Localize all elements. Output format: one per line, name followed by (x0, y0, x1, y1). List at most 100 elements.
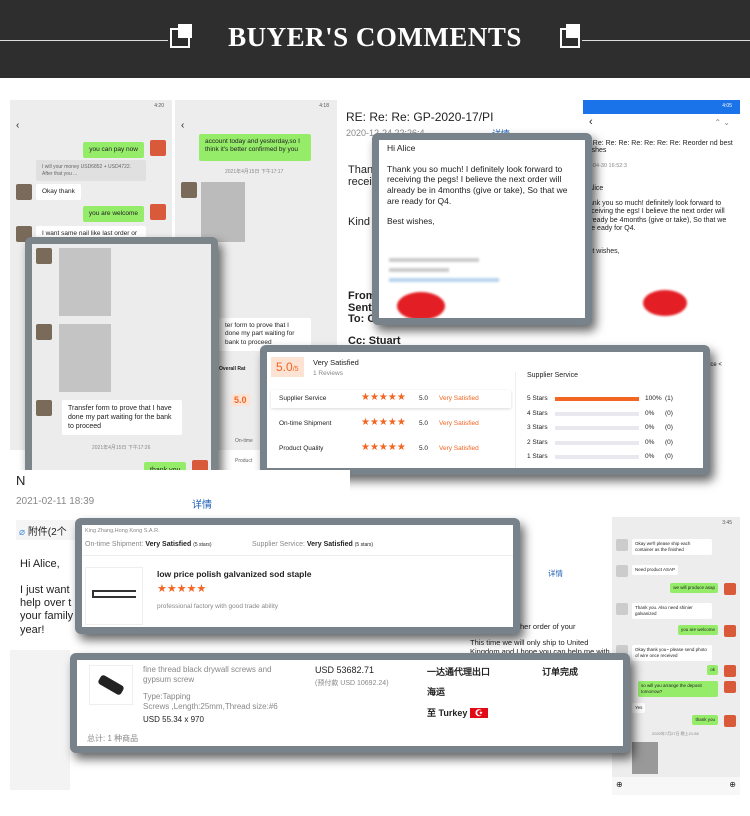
message: account today and yesterday,so I think i… (199, 134, 311, 161)
stars-count: (5 stars) (193, 542, 212, 548)
staple-shape (92, 590, 136, 598)
email-subject: e: Re: Re: Re: Re: Re: Re: Re: Reorder n… (585, 140, 733, 154)
message: Transfer form to prove that I have done … (62, 400, 182, 436)
avatar (616, 565, 628, 577)
photo-transfer-form (59, 248, 111, 316)
star-level-label: 3 Stars (527, 424, 548, 431)
avatar (724, 665, 736, 677)
rating-row: On-time Shipment ★★★★★ 5.0 Very Satisfie… (271, 415, 511, 433)
company-stamp (643, 290, 687, 316)
details-link[interactable]: 详情 (548, 569, 563, 578)
label: On-time Shipment: (85, 541, 144, 548)
avatar (181, 182, 197, 198)
rating-score: 5.0 (419, 395, 429, 402)
distribution-bar (555, 411, 639, 416)
timestamp: 2021年4月15日 下午17:17 (225, 169, 284, 175)
attachment-chip[interactable]: ⌀ 附件(2个 (16, 520, 86, 540)
count: (0) (665, 453, 673, 460)
message: Need product ASAP (632, 565, 679, 575)
message: Thank you. Also need shinier galvanized (632, 603, 712, 619)
rating-score: 5.0 (419, 445, 429, 452)
back-icon: ‹ (16, 120, 20, 131)
order-thumbnails (10, 650, 70, 790)
screw-shape (97, 674, 125, 696)
avatar (616, 603, 628, 615)
avatar (36, 248, 52, 264)
distribution-bar (555, 440, 639, 445)
message: Okay thank (36, 184, 81, 201)
prefix: 至 (427, 708, 437, 718)
star-level-label: 1 Stars (527, 453, 548, 460)
rating-score: 5.0/5 (271, 357, 304, 377)
review-panel: King Zhang,Hong Kong S.A.R. On-time Ship… (75, 518, 520, 634)
message: you can pay now (83, 142, 144, 159)
rating-stars: ★★★★★ (361, 392, 406, 403)
email-line: year! (20, 623, 45, 636)
product-type: Type:Tapping (143, 692, 191, 701)
photo-transfer-form (201, 182, 245, 242)
email-text: From (348, 290, 376, 302)
input-bar[interactable]: ⊕ ⊕ (612, 777, 740, 795)
email-line: help over t (20, 597, 72, 610)
order-summary: 总计: 1 种商品 (87, 734, 139, 743)
rating-text: Very Satisfied (439, 445, 479, 452)
rating-row: Product Quality ★★★★★ 5.0 Very Satisfied (271, 440, 511, 458)
distribution-title: Supplier Service (527, 372, 578, 379)
signature-blur (389, 268, 449, 272)
shipping-method: 海运 (427, 687, 446, 697)
email-line: your family (20, 610, 74, 623)
header-banner: BUYER'S COMMENTS (0, 0, 750, 78)
product-name[interactable]: fine thread black drywall screws and gyp… (143, 665, 272, 684)
email-text: Sent: (348, 302, 376, 314)
order-total: USD 53682.71 (315, 665, 375, 675)
paperclip-icon: ⌀ (19, 527, 26, 538)
country: Turkey (438, 708, 468, 718)
photo-transfer-form (59, 324, 111, 392)
email-date: 2021-02-11 18:39 (16, 496, 95, 507)
nav-arrows-icon[interactable]: ⌃ ⌄ (714, 118, 730, 127)
star-level-label: 4 Stars (527, 409, 548, 417)
rating-score: 5.0 (231, 394, 250, 406)
label: Overall Rat (219, 366, 246, 372)
buyer-name: King Zhang,Hong Kong S.A.R. (85, 528, 160, 534)
rating-summary-panel: 5.0/5 Very Satisfied 1 Reviews Supplier … (260, 345, 710, 475)
rating-text: Very Satisfied (439, 395, 479, 402)
avatar (150, 204, 166, 220)
voice-icon[interactable]: ⊕ (616, 780, 623, 789)
percent: 100% (645, 395, 662, 402)
email-text: Cc: Stuart (348, 335, 401, 347)
message: we will produce asap (670, 583, 718, 593)
message: Okay we'll please ship each container as… (632, 539, 712, 555)
product-name[interactable]: low price polish galvanized sod staple (157, 569, 312, 579)
email-closing: Best wishes, (387, 216, 435, 227)
percent: 0% (645, 409, 655, 417)
score-unit: /5 (292, 366, 299, 373)
prepaid-amount: (预付款 USD 10692.24) (315, 680, 389, 687)
plus-icon[interactable]: ⊕ (729, 780, 736, 789)
avatar (724, 583, 736, 595)
email-subject: RE: Re: Re: GP-2020-17/PI (346, 110, 494, 124)
star-level-label: 2 Stars (527, 438, 548, 446)
page-title: BUYER'S COMMENTS (228, 22, 522, 52)
label: On-time (235, 438, 253, 444)
email-line: I just want (20, 584, 70, 596)
count: (0) (665, 409, 673, 417)
message: ok (707, 665, 718, 675)
review-comment: professional factory with good trade abi… (157, 603, 279, 610)
email-text: ice < (709, 362, 722, 368)
email-text: To: C (348, 313, 376, 325)
back-icon: ‹ (181, 120, 185, 131)
rating-text: Very Satisfied (439, 420, 479, 427)
timestamp: 2020年7月27日 晚上21:58 (652, 731, 699, 736)
avatar (616, 539, 628, 551)
email-text: Kind (348, 216, 371, 228)
percent: 0% (645, 438, 655, 446)
turkey-flag-icon: ☪ (469, 708, 488, 718)
details-link[interactable]: 详情 (192, 500, 212, 511)
square-icon (566, 24, 580, 38)
back-icon[interactable]: ‹ (589, 116, 593, 128)
email-text: receiv (348, 176, 378, 188)
status-bar: 4:18 (319, 103, 329, 109)
attachment-label: 附件(2个 (27, 527, 67, 538)
product-image-sod-staple (85, 567, 143, 625)
